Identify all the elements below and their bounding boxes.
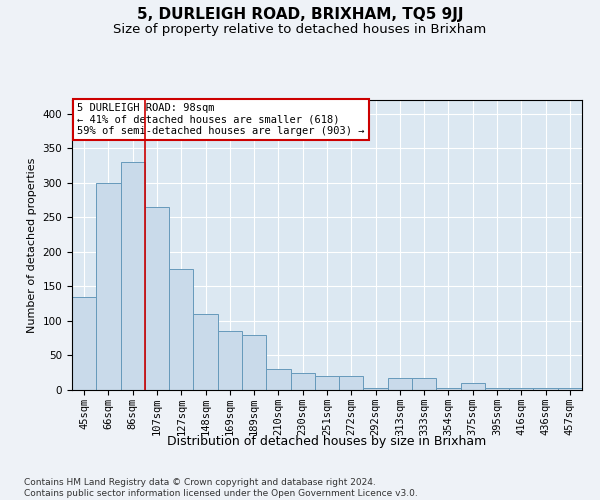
Bar <box>218 332 242 390</box>
Bar <box>485 388 509 390</box>
Bar <box>290 372 315 390</box>
Bar <box>242 335 266 390</box>
Bar <box>558 388 582 390</box>
Bar <box>193 314 218 390</box>
Bar <box>169 269 193 390</box>
Text: Size of property relative to detached houses in Brixham: Size of property relative to detached ho… <box>113 22 487 36</box>
Text: Contains HM Land Registry data © Crown copyright and database right 2024.
Contai: Contains HM Land Registry data © Crown c… <box>24 478 418 498</box>
Bar <box>461 383 485 390</box>
Text: Distribution of detached houses by size in Brixham: Distribution of detached houses by size … <box>167 435 487 448</box>
Y-axis label: Number of detached properties: Number of detached properties <box>27 158 37 332</box>
Text: 5 DURLEIGH ROAD: 98sqm
← 41% of detached houses are smaller (618)
59% of semi-de: 5 DURLEIGH ROAD: 98sqm ← 41% of detached… <box>77 103 365 136</box>
Bar <box>436 388 461 390</box>
Bar <box>509 388 533 390</box>
Bar <box>96 183 121 390</box>
Bar <box>364 388 388 390</box>
Bar <box>145 207 169 390</box>
Bar <box>315 376 339 390</box>
Bar <box>388 378 412 390</box>
Bar <box>72 297 96 390</box>
Bar <box>533 388 558 390</box>
Bar <box>412 378 436 390</box>
Bar <box>339 376 364 390</box>
Bar <box>121 162 145 390</box>
Bar <box>266 370 290 390</box>
Text: 5, DURLEIGH ROAD, BRIXHAM, TQ5 9JJ: 5, DURLEIGH ROAD, BRIXHAM, TQ5 9JJ <box>137 8 463 22</box>
